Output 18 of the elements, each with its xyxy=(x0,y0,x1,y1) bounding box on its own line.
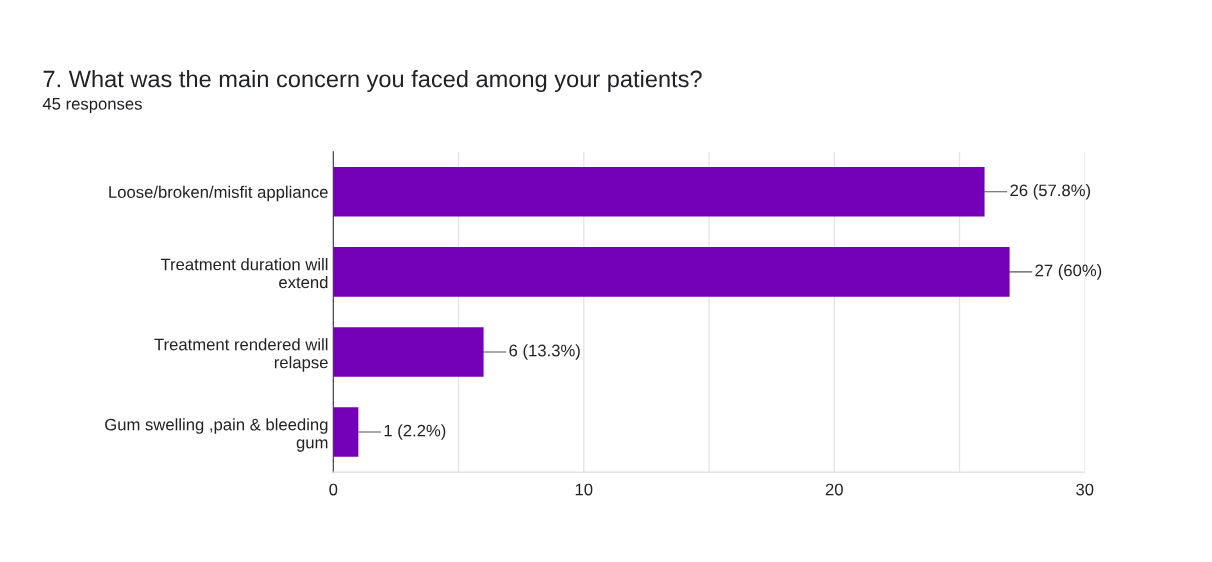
y-tick-label: Treatment duration will extend xyxy=(160,258,328,289)
x-tick-label: 20 xyxy=(825,483,843,496)
x-tick-label: 0 xyxy=(329,483,338,496)
y-tick-label: Treatment rendered will relapse xyxy=(154,338,328,372)
bar xyxy=(333,166,985,217)
y-tick-label: Loose/broken/misfit appliance xyxy=(109,185,328,202)
y-tick-label: Gum swelling ,pain & bleeding gum xyxy=(105,418,328,452)
data-label: 26 (57.8%) xyxy=(1010,184,1091,200)
bar xyxy=(333,407,359,457)
chart-title: 7. What was the main concern you faced among your patients? xyxy=(43,70,702,93)
x-tick-label: 30 xyxy=(1076,483,1094,496)
data-label: 1 (2.2%) xyxy=(384,424,446,440)
text: 45 responses xyxy=(42,98,142,114)
bar xyxy=(333,247,1010,297)
bar xyxy=(333,327,484,377)
data-label: 27 (60%) xyxy=(1035,264,1102,280)
x-tick-label: 10 xyxy=(575,483,593,496)
data-label: 6 (13.3%) xyxy=(509,344,580,360)
